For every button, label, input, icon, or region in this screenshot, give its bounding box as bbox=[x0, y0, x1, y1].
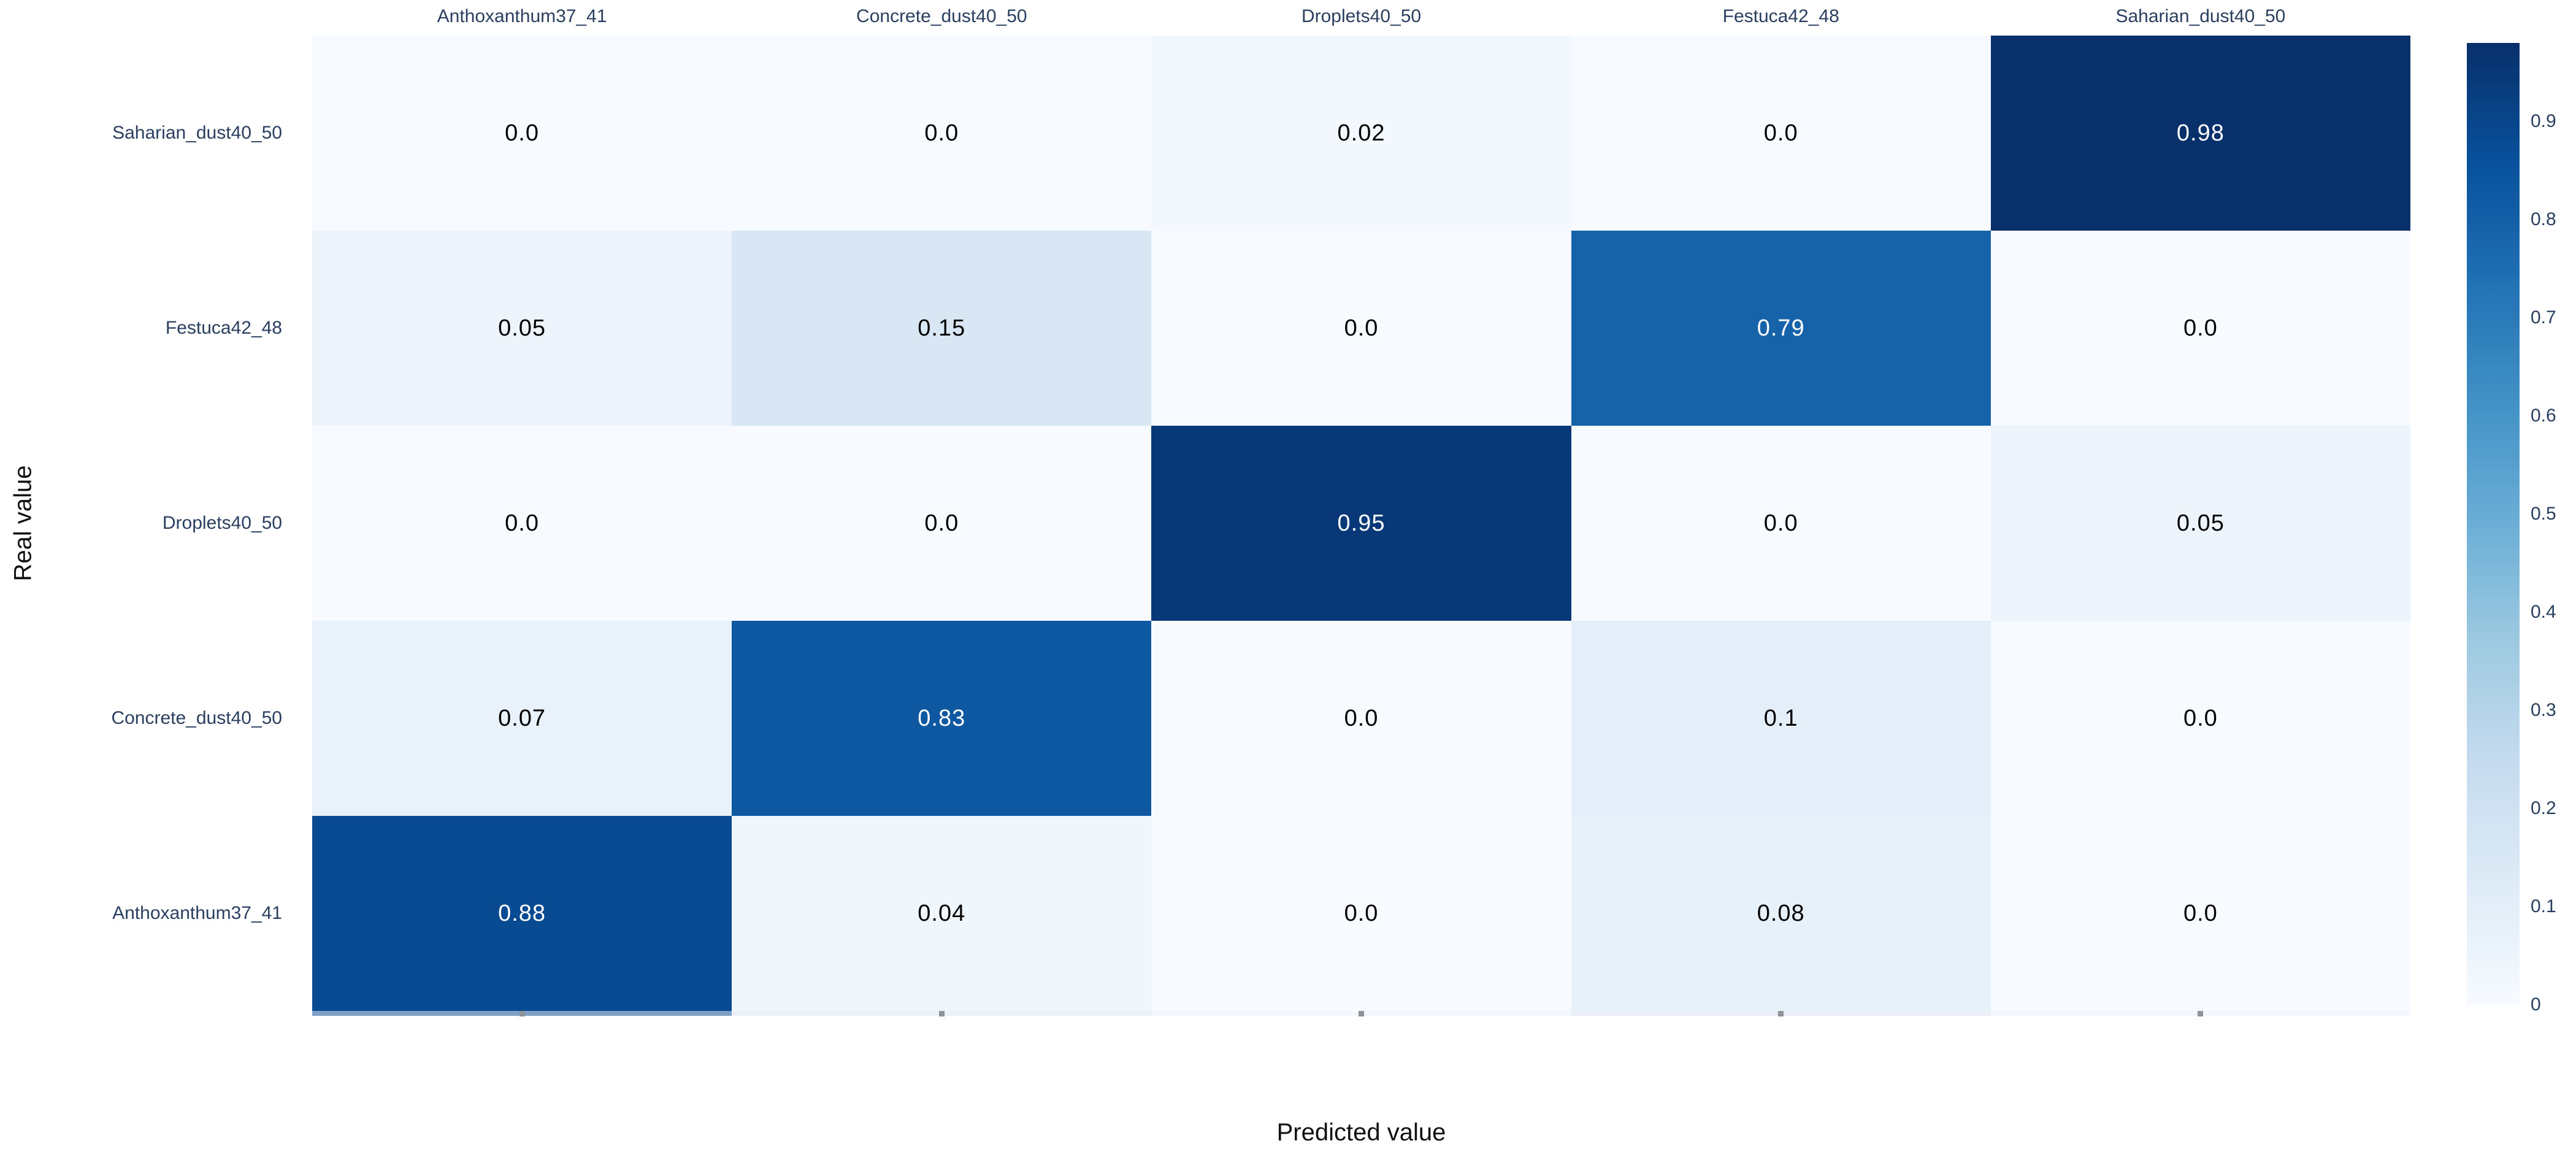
heatmap-cell[interactable]: 0.79 bbox=[1571, 231, 1991, 426]
cell-value: 0.0 bbox=[1344, 705, 1379, 731]
heatmap-cell[interactable]: 0.15 bbox=[732, 231, 1152, 426]
heatmap-cell[interactable]: 0.0 bbox=[1151, 621, 1571, 816]
colorbar bbox=[2467, 43, 2520, 1005]
cell-value: 0.0 bbox=[505, 510, 539, 536]
cell-value: 0.0 bbox=[2183, 900, 2218, 926]
y-tick-label: Concrete_dust40_50 bbox=[111, 708, 282, 728]
heatmap-plot-area[interactable]: 0.0 0.0 0.02 0.0 0.98 0.05 0.15 0.0 0.79 0.0 0.0 0.… bbox=[312, 36, 2410, 1011]
colorbar-tick-label: 0.5 bbox=[2531, 504, 2556, 524]
heatmap-cell[interactable]: 0.05 bbox=[1990, 426, 2410, 621]
x-tick-label: Concrete_dust40_50 bbox=[856, 6, 1027, 26]
colorbar-tick-label: 0 bbox=[2531, 994, 2541, 1015]
clipped-text-mark bbox=[1778, 1011, 1784, 1016]
colorbar-tick-label: 0.6 bbox=[2531, 405, 2556, 426]
heatmap-cell[interactable]: 0.05 bbox=[312, 231, 732, 426]
cell-value: 0.1 bbox=[1763, 705, 1798, 731]
clipped-text-mark bbox=[938, 1011, 945, 1016]
x-tick-label: Droplets40_50 bbox=[1301, 6, 1422, 26]
cell-value: 0.0 bbox=[1344, 315, 1379, 341]
colorbar-tick-label: 0.1 bbox=[2531, 896, 2556, 916]
heatmap-cell[interactable]: 0.83 bbox=[732, 621, 1152, 816]
heatmap-cell[interactable]: 0.0 bbox=[1990, 816, 2410, 1011]
cell-value: 0.08 bbox=[1757, 900, 1805, 926]
cell-value: 0.0 bbox=[1344, 900, 1379, 926]
cell-value: 0.98 bbox=[2176, 120, 2225, 146]
x-axis-tick-labels: Anthoxanthum37_41 Concrete_dust40_50 Dropl… bbox=[312, 0, 2410, 29]
clipped-text-mark bbox=[1359, 1011, 1364, 1016]
y-axis-tick-labels: Saharian_dust40_50 Festuca42_48 Droplets40… bbox=[0, 0, 282, 1160]
cell-value: 0.05 bbox=[2176, 510, 2225, 536]
y-tick-label: Saharian_dust40_50 bbox=[112, 123, 282, 143]
y-tick-label: Droplets40_50 bbox=[162, 513, 282, 533]
x-tick-label: Anthoxanthum37_41 bbox=[437, 6, 607, 26]
cell-value: 0.0 bbox=[924, 120, 959, 146]
cell-value: 0.83 bbox=[918, 705, 966, 731]
cell-value: 0.0 bbox=[924, 510, 959, 536]
heatmap-cell[interactable]: 0.0 bbox=[1151, 816, 1571, 1011]
y-axis-title: Real value bbox=[9, 465, 37, 582]
heatmap-cell[interactable]: 0.0 bbox=[312, 426, 732, 621]
clipped-text-mark bbox=[2198, 1011, 2204, 1016]
cell-value: 0.05 bbox=[498, 315, 546, 341]
heatmap-cell[interactable]: 0.95 bbox=[1151, 426, 1571, 621]
heatmap-cell[interactable]: 0.98 bbox=[1990, 36, 2410, 231]
cell-value: 0.79 bbox=[1757, 315, 1805, 341]
heatmap-cell[interactable]: 0.0 bbox=[312, 36, 732, 231]
x-tick-label: Saharian_dust40_50 bbox=[2115, 6, 2286, 26]
heatmap-cell[interactable]: 0.04 bbox=[732, 816, 1152, 1011]
clipped-text-mark bbox=[519, 1011, 525, 1016]
heatmap-cell[interactable]: 0.07 bbox=[312, 621, 732, 816]
cell-value: 0.0 bbox=[1763, 510, 1798, 536]
cell-value: 0.04 bbox=[918, 900, 966, 926]
y-tick-label: Anthoxanthum37_41 bbox=[112, 903, 282, 923]
cell-value: 0.0 bbox=[1763, 120, 1798, 146]
heatmap-cell[interactable]: 0.0 bbox=[1990, 621, 2410, 816]
heatmap-cell[interactable]: 0.0 bbox=[732, 426, 1152, 621]
colorbar-tick-label: 0.9 bbox=[2531, 111, 2556, 131]
heatmap-cell[interactable]: 0.88 bbox=[312, 816, 732, 1011]
heatmap-cell[interactable]: 0.0 bbox=[1571, 36, 1991, 231]
cell-value: 0.0 bbox=[2183, 705, 2218, 731]
colorbar-tick-label: 0.3 bbox=[2531, 700, 2556, 720]
x-axis-title: Predicted value bbox=[1276, 1119, 1446, 1146]
colorbar-tick-label: 0.4 bbox=[2531, 602, 2556, 622]
heatmap-cell[interactable]: 0.08 bbox=[1571, 816, 1991, 1011]
cell-value: 0.07 bbox=[498, 705, 546, 731]
cell-value: 0.15 bbox=[918, 315, 966, 341]
cell-value: 0.88 bbox=[498, 900, 546, 926]
heatmap-cell[interactable]: 0.0 bbox=[732, 36, 1152, 231]
colorbar-tick-label: 0.8 bbox=[2531, 209, 2556, 229]
heatmap-cell[interactable]: 0.1 bbox=[1571, 621, 1991, 816]
colorbar-tick-label: 0.7 bbox=[2531, 307, 2556, 328]
cell-value: 0.95 bbox=[1337, 510, 1386, 536]
heatmap-cell[interactable]: 0.0 bbox=[1571, 426, 1991, 621]
cell-value: 0.02 bbox=[1337, 120, 1386, 146]
cell-value: 0.0 bbox=[505, 120, 539, 146]
heatmap-cell[interactable]: 0.0 bbox=[1990, 231, 2410, 426]
y-tick-label: Festuca42_48 bbox=[165, 318, 282, 338]
heatmap-cell[interactable]: 0.0 bbox=[1151, 231, 1571, 426]
colorbar-tick-label: 0.2 bbox=[2531, 798, 2556, 818]
heatmap-cell[interactable]: 0.02 bbox=[1151, 36, 1571, 231]
cell-value: 0.0 bbox=[2183, 315, 2218, 341]
x-tick-label: Festuca42_48 bbox=[1722, 6, 1839, 26]
